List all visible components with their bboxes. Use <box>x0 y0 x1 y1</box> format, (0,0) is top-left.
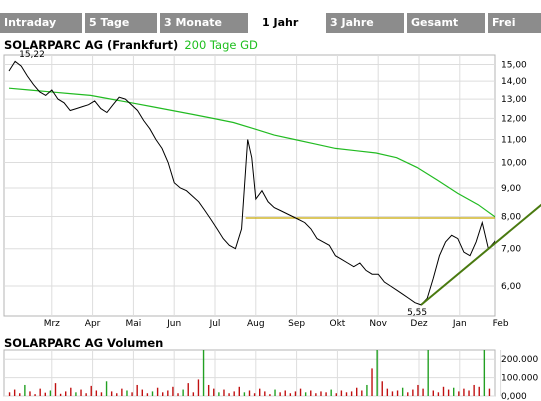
price-line <box>8 60 495 306</box>
volume-tick-label: 100.000 <box>501 374 538 384</box>
y-tick-label: 7,00 <box>501 245 521 255</box>
x-tick-label: Feb <box>493 319 509 329</box>
plot-frame <box>3 54 496 317</box>
chart-title: SOLARPARC AG (Frankfurt) <box>4 38 179 52</box>
y-tick-label: 6,00 <box>501 282 521 292</box>
tab-3-monate[interactable]: 3 Monate <box>160 13 248 33</box>
tab-bar: Intraday 5 Tage 3 Monate 1 Jahr 3 Jahre … <box>0 0 541 33</box>
x-tick-label: Jan <box>452 319 467 329</box>
y-tick-label: 10,00 <box>501 159 527 169</box>
trend-line <box>420 203 541 306</box>
y-tick-label: 12,00 <box>501 114 527 124</box>
y-tick-label: 14,00 <box>501 77 527 87</box>
price-annotation: 5,55 <box>407 308 427 318</box>
x-tick-label: Mai <box>126 319 142 329</box>
volume-title: SOLARPARC AG Volumen <box>4 336 164 350</box>
tab-intraday[interactable]: Intraday <box>0 13 82 33</box>
tab-1-jahr[interactable]: 1 Jahr <box>258 13 322 33</box>
volume-tick-label: 0,000 <box>501 392 527 401</box>
chart-title-row: SOLARPARC AG (Frankfurt) 200 Tage GD <box>4 38 258 52</box>
x-tick-label: Apr <box>85 319 101 329</box>
y-tick-label: 8,00 <box>501 212 521 222</box>
y-tick-label: 11,00 <box>501 135 527 145</box>
x-tick-label: Dez <box>410 319 427 329</box>
x-tick-label: Jun <box>166 319 181 329</box>
ma-200-line <box>8 87 495 218</box>
y-tick-label: 9,00 <box>501 184 521 194</box>
x-tick-label: Okt <box>329 319 345 329</box>
x-tick-label: Aug <box>247 319 265 329</box>
y-tick-label: 15,00 <box>501 60 527 70</box>
x-tick-label: Nov <box>369 319 387 329</box>
tab-gesamt[interactable]: Gesamt <box>407 13 485 33</box>
tab-frei[interactable]: Frei <box>488 13 541 33</box>
ma-legend-label: 200 Tage GD <box>184 38 258 52</box>
x-tick-label: Sep <box>288 319 305 329</box>
tab-5-tage[interactable]: 5 Tage <box>85 13 157 33</box>
x-tick-label: Mrz <box>44 319 60 329</box>
price-annotation: 15,22 <box>19 50 45 60</box>
x-tick-label: Jul <box>209 319 221 329</box>
volume-tick-label: 200.000 <box>501 355 538 365</box>
plot-area <box>4 55 495 316</box>
volume-frame <box>3 349 496 397</box>
y-tick-label: 13,00 <box>501 95 527 105</box>
tab-3-jahre[interactable]: 3 Jahre <box>326 13 404 33</box>
